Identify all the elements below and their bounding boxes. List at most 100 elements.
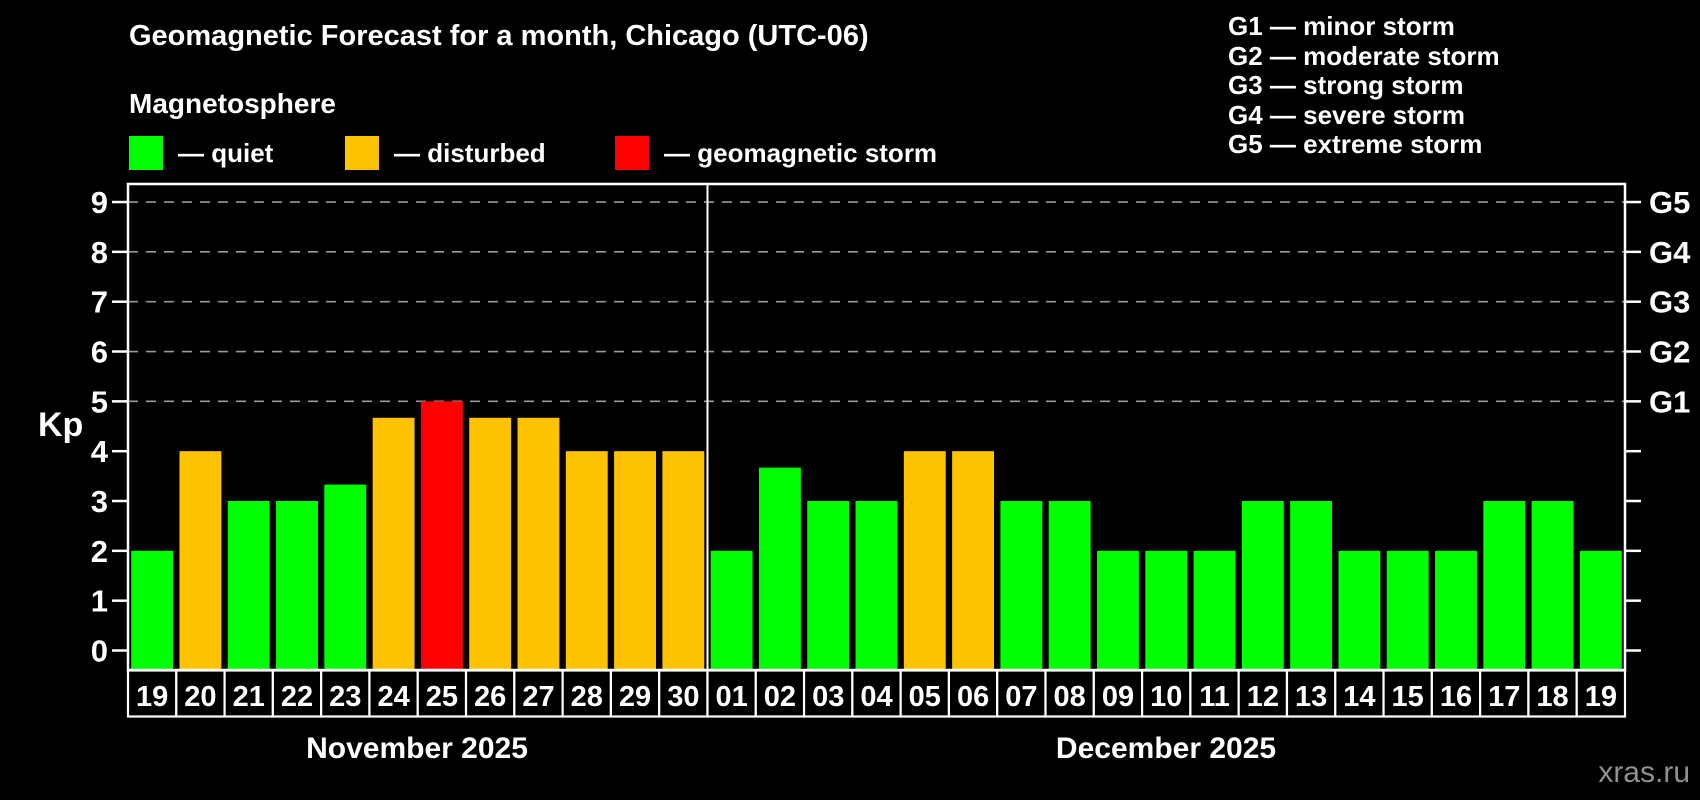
day-box-dec-10	[1140, 669, 1192, 718]
kp-bar-nov-24	[372, 417, 415, 670]
day-box-nov-22	[271, 669, 323, 718]
y-tick-label-9: 9	[91, 185, 108, 220]
legend-label-quiet: — quiet	[178, 137, 274, 168]
kp-bar-nov-22	[276, 501, 318, 670]
day-label-dec-12: 12	[1247, 681, 1279, 713]
day-label-dec-13: 13	[1295, 681, 1327, 713]
kp-bar-dec-13	[1290, 501, 1333, 670]
kp-bar-dec-12	[1241, 501, 1284, 670]
kp-bar-dec-17	[1483, 501, 1526, 670]
subtitle-magnetosphere: Magnetosphere	[129, 88, 336, 119]
day-box-dec-11	[1189, 669, 1240, 718]
kp-bar-nov-30	[662, 451, 705, 670]
kp-bar-dec-15	[1386, 550, 1429, 670]
kp-bar-dec-07	[1000, 501, 1043, 670]
kp-bar-dec-18	[1531, 501, 1574, 670]
kp-bar-dec-09	[1097, 550, 1139, 670]
day-label-nov-21: 21	[233, 681, 265, 713]
kp-bar-dec-02	[758, 467, 801, 670]
month-label-december: December 2025	[1055, 732, 1277, 765]
y-axis-title: Kp	[38, 406, 84, 444]
day-label-nov-23: 23	[329, 681, 361, 713]
kp-bar-dec-06	[952, 451, 995, 670]
day-box-nov-26	[464, 669, 516, 718]
day-label-nov-24: 24	[377, 681, 409, 713]
day-label-dec-07: 07	[1005, 681, 1037, 713]
right-axis-label-G2: G2	[1649, 335, 1690, 370]
day-label-dec-11: 11	[1199, 681, 1230, 713]
kp-bar-nov-25	[420, 401, 463, 670]
kp-bar-dec-04	[855, 501, 898, 670]
day-box-nov-24	[368, 669, 419, 718]
day-box-nov-23	[320, 669, 371, 718]
day-box-dec-03	[802, 669, 854, 718]
y-tick-label-6: 6	[91, 335, 108, 370]
day-label-nov-30: 30	[667, 681, 699, 713]
day-box-nov-20	[175, 669, 226, 718]
legend-label-disturbed: — disturbed	[394, 137, 546, 168]
day-label-dec-17: 17	[1488, 681, 1520, 713]
kp-bar-nov-19	[131, 550, 174, 670]
right-axis-label-G5: G5	[1649, 185, 1690, 220]
day-label-nov-20: 20	[184, 681, 216, 713]
kp-bar-nov-26	[469, 417, 512, 670]
kp-bar-nov-21	[227, 501, 270, 670]
kp-bar-dec-19	[1579, 550, 1622, 670]
day-label-nov-26: 26	[474, 681, 506, 713]
day-box-dec-08	[1044, 669, 1095, 718]
legend-item-storm: — geomagnetic storm	[615, 135, 937, 171]
kp-bar-dec-16	[1435, 550, 1477, 670]
day-label-dec-01: 01	[715, 681, 747, 713]
right-axis-label-G4: G4	[1649, 235, 1691, 270]
day-label-dec-14: 14	[1343, 681, 1375, 713]
kp-bar-nov-28	[565, 451, 608, 670]
kp-bar-dec-01	[710, 550, 753, 670]
day-label-dec-08: 08	[1054, 681, 1086, 713]
day-box-nov-21	[223, 669, 274, 718]
page-title: Geomagnetic Forecast for a month, Chicag…	[129, 20, 869, 52]
kp-bar-dec-14	[1338, 550, 1381, 670]
day-label-dec-04: 04	[860, 681, 892, 713]
y-tick-label-2: 2	[91, 534, 108, 569]
legend-label-storm: — geomagnetic storm	[664, 137, 938, 168]
y-tick-label-1: 1	[91, 584, 108, 619]
right-axis-label-G3: G3	[1649, 285, 1690, 320]
kp-bar-dec-11	[1193, 550, 1236, 670]
legend-item-quiet: — quiet	[129, 135, 273, 171]
storm-color-swatch	[615, 136, 649, 170]
kp-bar-dec-10	[1145, 550, 1188, 670]
y-tick-label-8: 8	[91, 235, 108, 270]
day-label-dec-10: 10	[1150, 681, 1182, 713]
day-label-dec-06: 06	[957, 681, 989, 713]
day-label-dec-03: 03	[812, 681, 844, 713]
day-label-nov-25: 25	[426, 681, 458, 713]
day-label-dec-19: 19	[1585, 681, 1617, 713]
y-tick-label-3: 3	[91, 484, 108, 519]
kp-bar-dec-05	[903, 451, 946, 670]
day-box-dec-01	[706, 669, 757, 718]
kp-bar-nov-23	[324, 484, 367, 670]
kp-bar-nov-27	[517, 417, 560, 670]
day-label-dec-16: 16	[1440, 681, 1472, 713]
day-label-nov-29: 29	[619, 681, 651, 713]
kp-bar-dec-03	[807, 501, 850, 670]
g-legend-line-g5: G5 — extreme storm	[1228, 129, 1483, 160]
day-box-dec-13	[1285, 669, 1337, 718]
status-legend: — quiet — disturbed — geomagnetic storm	[0, 135, 1100, 171]
day-label-dec-05: 05	[909, 681, 941, 713]
day-label-nov-28: 28	[571, 681, 603, 713]
g-legend-line-g1: G1 — minor storm	[1228, 11, 1455, 41]
day-label-dec-18: 18	[1536, 681, 1568, 713]
day-box-dec-09	[1092, 669, 1144, 718]
kp-bar-dec-08	[1048, 501, 1091, 670]
g-legend-line-g3: G3 — strong storm	[1228, 70, 1464, 101]
g-legend-line-g2: G2 — moderate storm	[1228, 40, 1500, 71]
day-box-nov-19	[126, 669, 178, 718]
quiet-color-swatch	[129, 136, 163, 170]
month-label-november: November 2025	[306, 732, 528, 765]
day-label-nov-22: 22	[281, 681, 313, 713]
kp-bar-nov-20	[179, 451, 222, 670]
legend-item-disturbed: — disturbed	[345, 135, 546, 171]
